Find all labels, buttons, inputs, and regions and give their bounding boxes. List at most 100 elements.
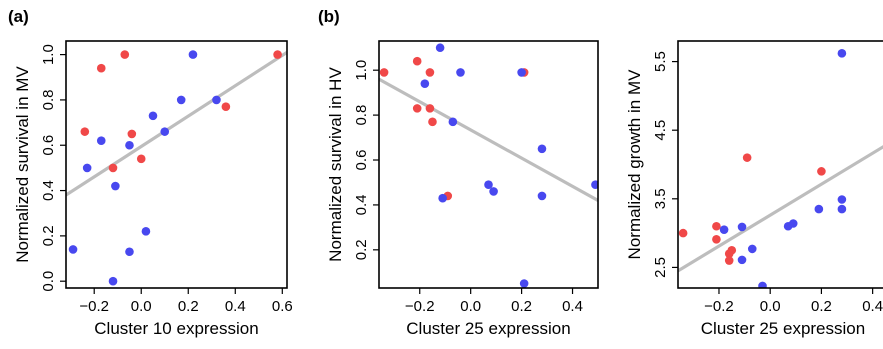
panel-c-frame: [677, 40, 883, 289]
panel-b-ytick-label-4: 1.0: [353, 60, 370, 81]
panel-c-point-red-5: [724, 256, 734, 265]
panel-b-xtick-label-2: 0.2: [511, 298, 532, 315]
panel-a-point-blue-5: [96, 136, 106, 146]
panel-a-ytick-label-5: 1.0: [40, 44, 57, 65]
panel-a-point-red-4: [108, 163, 118, 173]
panel-a-point-blue-0: [188, 50, 198, 59]
panel-b-point-blue-8: [438, 193, 447, 203]
panel-c-fit-line: [678, 145, 883, 273]
panel-c-point-blue-4: [737, 255, 747, 265]
panel-c-ylabel: Normalized growth in MV: [625, 69, 644, 260]
panel-a-point-blue-1: [176, 95, 186, 105]
panel-b-frame: [378, 40, 599, 289]
panel-c-point-blue-7: [814, 204, 824, 214]
panel-a-point-red-5: [136, 154, 146, 164]
panel-a-point-blue-2: [212, 95, 221, 105]
panel-a-point-red-1: [96, 63, 106, 73]
panel-c-ytick-label-0: 2.5: [652, 257, 669, 278]
panel-b-point-blue-11: [519, 279, 529, 288]
panel-a-point-blue-8: [111, 181, 120, 191]
panel-b-point-blue-9: [537, 191, 547, 201]
panel-b-point-blue-2: [420, 79, 430, 88]
panel-a-point-red-6: [221, 102, 231, 112]
panel-b-point-red-4: [425, 104, 435, 113]
panel-b-point-red-5: [428, 117, 437, 127]
panel-c-point-red-0: [678, 228, 688, 238]
panel-b: (b) −0.2 0.0 0.2 0.4 0.2 0.4 0.6 0.8 1.0 Cluster 2…: [318, 7, 599, 338]
panel-b-point-blue-7: [489, 187, 498, 196]
panel-a-point-blue-11: [125, 247, 134, 257]
panel-b-xtick-label-0: −0.2: [405, 298, 435, 315]
panel-a-point-red-2: [80, 127, 90, 136]
panel-c-point-blue-6: [788, 219, 798, 228]
panel-a-point-blue-10: [68, 245, 78, 254]
panel-c-xtick-label-0: −0.2: [704, 298, 734, 315]
panel-a-point-blue-3: [148, 111, 158, 121]
panel-c-xtick-label-2: 0.2: [811, 298, 832, 315]
panel-a-point-blue-6: [125, 140, 134, 150]
panel-a-point-red-3: [127, 129, 137, 139]
panel-a-fit-line: [66, 50, 287, 197]
panel-c-point-red-7: [817, 167, 826, 176]
panel-b-point-red-0: [379, 68, 389, 77]
panel-a-plot-area: [66, 50, 287, 286]
panel-b-ytick-label-0: 0.2: [353, 239, 370, 260]
panel-a-xtick-label-4: 0.6: [272, 298, 293, 315]
panel-b-point-blue-5: [537, 144, 547, 154]
panel-a-xtick-label-0: −0.2: [79, 298, 109, 315]
panel-a-point-blue-9: [141, 227, 151, 236]
panel-a-point-red-0: [120, 50, 130, 59]
panel-c-point-blue-1: [719, 225, 729, 234]
panel-b-point-blue-1: [456, 68, 465, 77]
panel-a-ytick-label-2: 0.4: [40, 180, 57, 201]
panel-a-xtick-label-1: 0.0: [131, 298, 152, 315]
panel-c-point-red-1: [712, 221, 721, 231]
panel-c-point-blue-2: [737, 222, 747, 232]
panel-b-fit-line: [379, 77, 598, 202]
panel-b-ytick-label-1: 0.4: [353, 194, 370, 215]
panel-c-point-blue-0: [837, 49, 847, 58]
panel-c-xtick-label-1: 0.0: [760, 298, 781, 315]
panel-b-point-red-3: [412, 104, 422, 113]
panel-b-point-blue-10: [591, 180, 598, 190]
panel-b-point-blue-0: [435, 43, 445, 53]
panel-a-ytick-label-3: 0.6: [40, 135, 57, 156]
panel-c-point-blue-8: [837, 195, 847, 204]
panel-c-ytick-label-2: 4.5: [652, 120, 669, 141]
panel-a-point-blue-7: [82, 163, 92, 173]
panel-c-xlabel: Cluster 25 expression: [701, 319, 865, 338]
panel-a-xtick-label-3: 0.4: [225, 298, 246, 315]
panel-b-xtick-label-3: 0.4: [562, 298, 583, 315]
panel-c-point-blue-9: [837, 204, 847, 214]
panel-a: (a) −0.2 0.0 0.2 0.4 0.6 0.0 0.2 0.4 0.6 0.8 1.0 Clu…: [8, 7, 293, 338]
panel-c-ytick-label-1: 3.5: [652, 188, 669, 209]
panel-a-point-blue-12: [108, 276, 118, 286]
panel-b-point-blue-6: [484, 180, 493, 190]
panel-c-xtick-label-3: 0.4: [862, 298, 883, 315]
panel-a-point-blue-4: [160, 127, 170, 136]
panel-a-ylabel: Normalized survival in MV: [13, 66, 32, 263]
panel-b-point-red-1: [412, 56, 422, 66]
panel-b-plot-area: [379, 43, 598, 288]
panel-a-ytick-label-4: 0.8: [40, 89, 57, 110]
panel-a-xlabel: Cluster 10 expression: [94, 319, 258, 338]
panel-c-point-blue-10: [758, 281, 767, 288]
panel-b-point-blue-3: [448, 117, 458, 127]
panel-c-point-blue-3: [747, 244, 757, 254]
panel-a-letter: (a): [8, 7, 29, 26]
panel-b-ylabel: Normalized survival in HV: [326, 67, 345, 262]
panel-c: −0.2 0.0 0.2 0.4 2.5 3.5 4.5 5.5 Cluster 25 expr…: [625, 40, 883, 338]
panel-b-xlabel: Cluster 25 expression: [406, 319, 570, 338]
panel-a-frame: [65, 40, 288, 289]
panel-a-ytick-label-1: 0.2: [40, 225, 57, 246]
panel-c-point-red-2: [712, 234, 721, 244]
panel-b-point-red-2: [425, 68, 435, 77]
panel-b-ytick-label-2: 0.6: [353, 150, 370, 171]
panel-a-point-red-7: [273, 50, 282, 59]
panel-c-point-red-6: [742, 153, 752, 162]
panel-c-point-red-4: [724, 249, 734, 258]
panel-b-point-blue-4: [517, 68, 526, 77]
panel-b-letter: (b): [318, 7, 340, 26]
panel-b-xtick-label-1: 0.0: [460, 298, 481, 315]
